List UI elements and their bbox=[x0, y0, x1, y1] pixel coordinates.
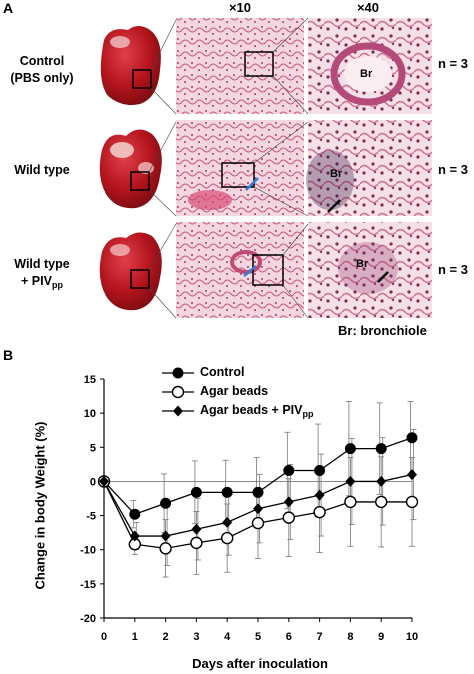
legend-marker-0 bbox=[172, 367, 184, 379]
legend-label-agar-beads-piv: Agar beads + PIVpp bbox=[200, 403, 314, 419]
data-point-series-0 bbox=[406, 432, 418, 444]
data-point-series-1 bbox=[375, 495, 388, 509]
bronchiole-label-wild-type: Br bbox=[330, 168, 343, 180]
data-point-series-2 bbox=[222, 516, 233, 528]
data-point-series-2 bbox=[253, 503, 263, 515]
y-tick-label: -15 bbox=[80, 579, 96, 591]
organ-photo-control bbox=[92, 18, 172, 114]
y-tick-label: 5 bbox=[90, 442, 96, 454]
data-point-series-2 bbox=[160, 530, 171, 542]
data-point-series-1 bbox=[313, 505, 326, 519]
data-point-series-0 bbox=[129, 508, 141, 520]
data-point-series-0 bbox=[160, 497, 172, 509]
data-point-series-2 bbox=[314, 489, 325, 501]
x-tick-label: 3 bbox=[193, 631, 199, 643]
x-tick-label: 6 bbox=[286, 631, 292, 643]
y-tick-label: 15 bbox=[84, 374, 96, 386]
x-tick-label: 2 bbox=[163, 631, 169, 643]
data-point-series-1 bbox=[220, 531, 234, 545]
x-tick-label: 7 bbox=[317, 631, 323, 643]
data-point-series-0 bbox=[344, 443, 356, 455]
x-tick-label: 0 bbox=[101, 631, 107, 643]
organ-photo-wild-type bbox=[92, 120, 172, 216]
n-label-control: n = 3 bbox=[438, 56, 468, 71]
data-point-series-0 bbox=[221, 486, 233, 498]
y-axis-label: Change in body Weight (%) bbox=[32, 421, 48, 590]
x-tick-label: 4 bbox=[224, 631, 231, 643]
data-point-series-1 bbox=[251, 516, 265, 530]
magnification-x40: ×40 bbox=[356, 0, 380, 15]
n-label-wild-type: n = 3 bbox=[438, 162, 468, 177]
y-tick-label: 10 bbox=[84, 408, 96, 420]
data-point-series-2 bbox=[99, 475, 109, 487]
organ-photo-wild-type-piv bbox=[92, 222, 172, 318]
data-point-series-0 bbox=[314, 465, 326, 477]
data-point-series-1 bbox=[190, 536, 203, 550]
legend-label-control: Control bbox=[200, 365, 245, 379]
data-point-series-0 bbox=[375, 443, 387, 455]
bronchiole-footnote: Br: bronchiole bbox=[338, 323, 427, 338]
data-point-series-2 bbox=[129, 530, 140, 542]
y-tick-label: -10 bbox=[80, 545, 96, 557]
y-tick-label: -5 bbox=[86, 511, 96, 523]
row-label-wild-type: Wild type bbox=[14, 163, 70, 177]
data-point-series-1 bbox=[405, 495, 419, 509]
data-point-series-2 bbox=[283, 496, 294, 508]
n-label-wild-type-piv: n = 3 bbox=[438, 262, 468, 277]
data-point-series-2 bbox=[191, 523, 202, 535]
data-point-series-2 bbox=[345, 475, 356, 487]
magnification-x10: ×10 bbox=[228, 0, 252, 15]
histology-x10-control bbox=[176, 18, 304, 114]
y-tick-label: 0 bbox=[90, 476, 96, 488]
x-tick-label: 5 bbox=[255, 631, 261, 643]
data-point-series-0 bbox=[252, 486, 264, 498]
panel-a-letter: A bbox=[3, 0, 14, 16]
histology-x40-wild-type-piv bbox=[308, 222, 432, 318]
data-point-series-1 bbox=[159, 542, 172, 555]
row-label-control: Control (PBS only) bbox=[10, 54, 74, 85]
bronchiole-label-control: Br bbox=[360, 68, 373, 80]
data-point-series-0 bbox=[283, 465, 295, 477]
legend-label-agar-beads: Agar beads bbox=[200, 384, 269, 398]
x-axis-label: Days after inoculation bbox=[192, 656, 328, 671]
row-label-wild-type-piv: Wild type + PIVpp bbox=[14, 257, 70, 290]
y-tick-label: -20 bbox=[80, 613, 96, 625]
lung-photo-grid bbox=[92, 17, 432, 319]
legend-marker-1 bbox=[171, 385, 185, 399]
panel-b-letter: B bbox=[3, 347, 14, 363]
x-tick-label: 9 bbox=[378, 631, 384, 643]
x-tick-label: 10 bbox=[406, 631, 418, 643]
x-tick-label: 8 bbox=[347, 631, 353, 643]
body-weight-chart: 15 10 5 0 -5 -10 -15 -20 0 1 2 3 4 5 6 7 8 9 10 bbox=[80, 367, 419, 643]
histology-x40-wild-type bbox=[308, 120, 432, 216]
data-point-series-1 bbox=[282, 511, 295, 524]
data-point-series-1 bbox=[344, 495, 357, 509]
legend-marker-2 bbox=[173, 405, 183, 417]
bronchiole-label-wild-type-piv: Br bbox=[356, 258, 369, 270]
data-point-series-2 bbox=[407, 469, 417, 481]
data-point-series-2 bbox=[376, 475, 387, 487]
x-tick-label: 1 bbox=[132, 631, 138, 643]
data-point-series-0 bbox=[190, 486, 202, 498]
